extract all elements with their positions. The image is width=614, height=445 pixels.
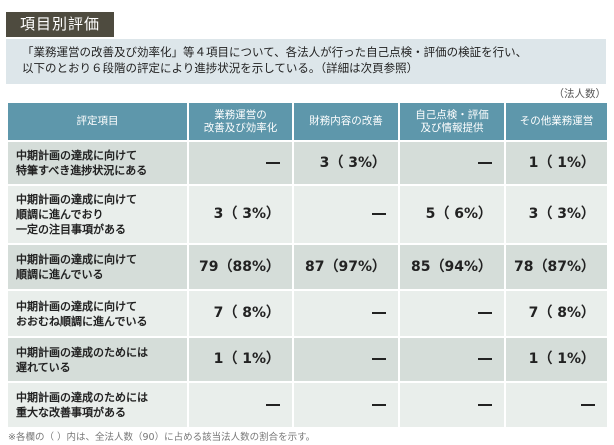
- rating-label-line: 順調に進んでおり: [16, 208, 104, 221]
- dash-icon: [372, 358, 386, 360]
- table-row: 中期計画の達成のためには 重大な改善事項がある: [8, 381, 607, 429]
- rating-label-line: 重大な改善事項がある: [16, 406, 126, 419]
- table-row: 中期計画の達成に向けて 順調に進んでおり 一定の注目事項がある 3（ 3%） 5（ 6%…: [8, 184, 607, 245]
- rating-label-cell: 中期計画の達成に向けて 特筆すべき進捗状況にある: [8, 140, 189, 186]
- rating-label-cell: 中期計画の達成のためには 重大な改善事項がある: [8, 381, 189, 429]
- table-header-row: 評定項目 業務運営の 改善及び効率化 財務内容の改善 自己点検・評価 及び情報提供 その他業…: [8, 103, 607, 142]
- rating-label-line: 中期計画の達成に向けて: [16, 149, 137, 162]
- value-cell: 3（ 3%）: [187, 184, 294, 245]
- column-header-0: 評定項目: [8, 103, 189, 142]
- table-row: 中期計画の達成のためには 遅れている 1（ 1%） 1（ 1%）: [8, 336, 607, 383]
- column-header-line: 自己点検・評価: [415, 108, 489, 121]
- dash-icon: [372, 213, 386, 215]
- value-cell: 87（97%）: [292, 243, 400, 291]
- value-cell: 85（94%）: [398, 243, 506, 291]
- value-cell: 7（ 8%）: [187, 289, 294, 338]
- value-cell: 7（ 8%）: [504, 289, 607, 338]
- dash-icon: [478, 403, 492, 406]
- rating-label-line: 中期計画の達成に向けて: [16, 193, 137, 206]
- rating-label-line: 中期計画の達成に向けて: [16, 299, 137, 313]
- value-cell: [398, 336, 506, 383]
- value-cell: [292, 289, 400, 338]
- column-header-line: 改善及び効率化: [203, 121, 278, 134]
- value-cell: 78（87%）: [504, 243, 607, 291]
- table-row: 中期計画の達成に向けて 特筆すべき進捗状況にある 3（ 3%） 1（ 1%）: [8, 140, 607, 186]
- value-cell: 79（88%）: [187, 243, 294, 291]
- column-header-3: 自己点検・評価 及び情報提供: [398, 103, 506, 142]
- intro-line-1: 「業務運営の改善及び効率化」等４項目について、各法人が行った自己点検・評価の検証…: [22, 45, 528, 59]
- value-cell: [187, 140, 294, 186]
- rating-label-line: 特筆すべき進捗状況にある: [16, 164, 148, 177]
- table-row: 中期計画の達成に向けて 順調に進んでいる 79（88%） 87（97%） 85（94%）…: [8, 243, 607, 291]
- value-cell: [187, 381, 294, 429]
- rating-label-cell: 中期計画の達成に向けて おおむね順調に進んでいる: [8, 289, 189, 338]
- dash-icon: [266, 161, 280, 164]
- table-row: 中期計画の達成に向けて おおむね順調に進んでいる 7（ 8%） 7（ 8%）: [8, 289, 607, 338]
- rating-label-line: おおむね順調に進んでいる: [16, 314, 148, 328]
- unit-label: （法人数）: [553, 88, 607, 100]
- value-cell: 1（ 1%）: [187, 336, 294, 383]
- rating-label-line: 遅れている: [16, 360, 71, 374]
- column-header-1: 業務運営の 改善及び効率化: [187, 103, 294, 142]
- rating-label-line: 一定の注目事項がある: [16, 223, 126, 236]
- value-cell: [398, 381, 506, 429]
- evaluation-table: 評定項目 業務運営の 改善及び効率化 財務内容の改善 自己点検・評価 及び情報提供 その他業…: [8, 103, 607, 429]
- column-header-line: 業務運営の: [214, 108, 267, 121]
- dash-icon: [478, 358, 492, 360]
- column-header-2: 財務内容の改善: [292, 103, 400, 142]
- dash-icon: [581, 403, 595, 406]
- value-cell: 1（ 1%）: [504, 336, 607, 383]
- value-cell: 3（ 3%）: [504, 184, 607, 245]
- column-header-line: 及び情報提供: [420, 121, 484, 134]
- value-cell: [398, 289, 506, 338]
- column-header-line: 財務内容の改善: [309, 115, 383, 127]
- value-cell: [292, 336, 400, 383]
- rating-label-line: 中期計画の達成に向けて: [16, 253, 137, 266]
- rating-label-line: 順調に進んでいる: [16, 268, 104, 281]
- column-header-line: 評定項目: [76, 115, 119, 127]
- value-cell: [292, 184, 400, 245]
- value-cell: [504, 381, 607, 429]
- dash-icon: [266, 403, 280, 406]
- column-header-line: その他業務運営: [519, 115, 594, 127]
- value-cell: [398, 140, 506, 186]
- rating-label-line: 中期計画の達成のためには: [16, 345, 148, 359]
- dash-icon: [478, 312, 492, 314]
- footnote: ※各欄の（ ）内は、全法人数（90）に占める該当法人数の割合を示す。: [8, 432, 316, 443]
- rating-label-cell: 中期計画の達成のためには 遅れている: [8, 336, 189, 383]
- value-cell: 1（ 1%）: [504, 140, 607, 186]
- dash-icon: [372, 312, 386, 314]
- rating-label-line: 中期計画の達成のためには: [16, 391, 148, 404]
- rating-label-cell: 中期計画の達成に向けて 順調に進んでいる: [8, 243, 189, 291]
- value-cell: [292, 381, 400, 429]
- dash-icon: [372, 403, 386, 406]
- value-cell: 5（ 6%）: [398, 184, 506, 245]
- column-header-4: その他業務運営: [504, 103, 607, 142]
- section-title: 項目別評価: [6, 12, 114, 37]
- rating-label-cell: 中期計画の達成に向けて 順調に進んでおり一定の注目事項がある: [8, 184, 189, 245]
- dash-icon: [478, 161, 492, 164]
- intro-line-2: 以下のとおり６段階の評定により進捗状況を示している。（詳細は次頁参照）: [22, 61, 419, 75]
- intro-text-box: 「業務運営の改善及び効率化」等４項目について、各法人が行った自己点検・評価の検証…: [6, 39, 606, 84]
- value-cell: 3（ 3%）: [292, 140, 400, 186]
